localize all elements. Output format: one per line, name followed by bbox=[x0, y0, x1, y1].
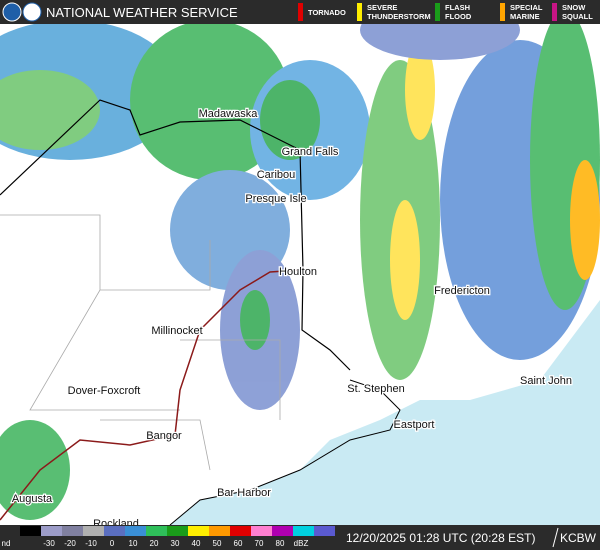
scale-label: 30 bbox=[171, 539, 180, 548]
warning-label: SPECIAL bbox=[510, 3, 543, 12]
highway bbox=[0, 269, 301, 521]
scale-swatch bbox=[167, 526, 188, 536]
warning-label: SQUALL bbox=[562, 12, 593, 21]
color-scale: nd -30 -20 -10 0 10 20 30 40 50 60 70 80 dBZ bbox=[2, 526, 335, 548]
city-label: Presque Isle bbox=[245, 193, 306, 205]
city-label: Saint John bbox=[520, 375, 572, 387]
scale-label: -10 bbox=[85, 539, 97, 548]
city-label: Houlton bbox=[279, 266, 317, 278]
scale-swatch bbox=[230, 526, 251, 536]
scale-swatch bbox=[62, 526, 83, 536]
scale-label: dBZ bbox=[294, 539, 309, 548]
scale-label: 0 bbox=[110, 539, 115, 548]
scale-label: 80 bbox=[276, 539, 285, 548]
warning-swatch bbox=[435, 3, 440, 21]
separator bbox=[552, 527, 559, 548]
borders bbox=[0, 99, 351, 371]
warning-label: THUNDERSTORM bbox=[367, 12, 431, 21]
scale-swatch bbox=[272, 526, 293, 536]
scale-label: -30 bbox=[43, 539, 55, 548]
scale-swatch bbox=[209, 526, 230, 536]
scale-swatch bbox=[293, 526, 314, 536]
scale-label: 70 bbox=[255, 539, 264, 548]
warning-label: SNOW bbox=[562, 3, 586, 12]
scale-swatch bbox=[314, 526, 335, 536]
city-label: Madawaska bbox=[199, 108, 259, 120]
warning-label: SEVERE bbox=[367, 3, 397, 12]
scale-label: 20 bbox=[150, 539, 159, 548]
scale-label: 60 bbox=[234, 539, 243, 548]
ocean bbox=[170, 300, 600, 525]
county-lines bbox=[0, 214, 281, 471]
warning-label: TORNADO bbox=[308, 8, 346, 17]
city-label: Millinocket bbox=[151, 325, 202, 337]
scale-label: 40 bbox=[192, 539, 201, 548]
scale-swatch bbox=[83, 526, 104, 536]
city-label: Dover-Foxcroft bbox=[68, 385, 141, 397]
city-label: Fredericton bbox=[434, 285, 490, 297]
nws-logo bbox=[22, 2, 42, 22]
city-label: Eastport bbox=[394, 419, 435, 431]
timestamp: 12/20/2025 01:28 UTC (20:28 EST) bbox=[346, 531, 535, 545]
city-label: Bar Harbor bbox=[217, 487, 271, 499]
warning-swatch bbox=[500, 3, 505, 21]
scale-swatch bbox=[104, 526, 125, 536]
coastline bbox=[169, 379, 401, 526]
city-labels: Madawaska Grand Falls Caribou Presque Is… bbox=[11, 107, 574, 532]
warning-label: MARINE bbox=[510, 12, 540, 21]
scale-label: 50 bbox=[213, 539, 222, 548]
scale-swatch bbox=[20, 526, 41, 536]
scale-label: -20 bbox=[64, 539, 76, 548]
city-label: Augusta bbox=[12, 493, 53, 505]
scale-label: 10 bbox=[129, 539, 138, 548]
header-title: NATIONAL WEATHER SERVICE bbox=[46, 5, 238, 20]
warning-swatch bbox=[357, 3, 362, 21]
scale-swatch bbox=[251, 526, 272, 536]
scale-swatch bbox=[41, 526, 62, 536]
station-id: KCBW bbox=[560, 531, 597, 545]
city-label: Bangor bbox=[146, 430, 182, 442]
scale-swatch bbox=[146, 526, 167, 536]
city-label: Caribou bbox=[257, 169, 296, 181]
warning-swatch bbox=[552, 3, 557, 21]
city-label: Grand Falls bbox=[282, 146, 339, 158]
warning-swatch bbox=[298, 3, 303, 21]
scale-swatch bbox=[188, 526, 209, 536]
noaa-logo bbox=[2, 2, 22, 22]
scale-swatch bbox=[125, 526, 146, 536]
warning-label: FLOOD bbox=[445, 12, 472, 21]
city-label: St. Stephen bbox=[347, 383, 405, 395]
scale-label: nd bbox=[2, 539, 11, 548]
warning-label: FLASH bbox=[445, 3, 470, 12]
